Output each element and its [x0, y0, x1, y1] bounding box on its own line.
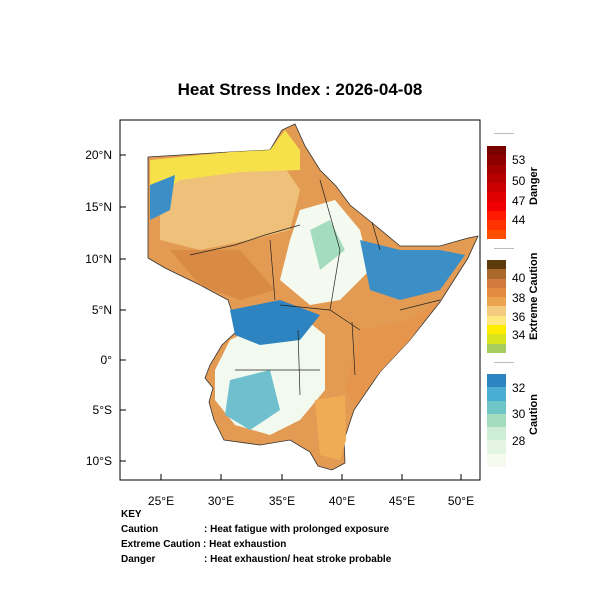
zone-light-orange: [160, 160, 300, 250]
axis-ticks: [120, 154, 462, 480]
colorbar-swatch: [487, 146, 506, 156]
colorbar-swatch: [487, 192, 506, 202]
lat-tick: 10°N: [85, 252, 112, 266]
colorbar-label: 34: [512, 328, 526, 342]
colorbar-swatch: [487, 453, 506, 467]
colorbar-label: 28: [512, 434, 526, 448]
lon-tick: 35°E: [268, 494, 296, 508]
zone-green-ethiopia: [310, 220, 345, 270]
colorbar-danger: [487, 146, 506, 239]
colorbar-swatch: [487, 211, 506, 221]
zone-darker-orange: [170, 250, 275, 300]
lon-tick: 25°E: [147, 494, 175, 508]
colorbar-swatch: [487, 183, 506, 193]
colorbar-swatch: [487, 287, 506, 298]
key-term: Danger: [121, 554, 156, 565]
colorbar-swatch: [487, 440, 506, 454]
lon-tick: 30°E: [207, 494, 235, 508]
colorbar-title-danger: Danger: [528, 167, 540, 205]
lon-tick: 45°E: [388, 494, 416, 508]
region-map: [147, 123, 479, 471]
colorbar-label: 36: [512, 310, 526, 324]
key-desc: : Heat exhaustion/ heat stroke probable: [204, 554, 392, 565]
colorbar-label: 44: [512, 213, 526, 227]
colorbar-label: 38: [512, 291, 526, 305]
colorbar-swatch: [487, 201, 506, 212]
colorbar-caution: [487, 374, 506, 467]
colorbar-swatch: [487, 297, 506, 307]
colorbar-swatch: [487, 278, 506, 288]
key-desc: : Heat exhaustion: [203, 539, 287, 550]
zone-orange-tanzania-coast: [315, 395, 346, 460]
colorbar-swatch: [487, 173, 506, 184]
colorbar-swatch: [487, 269, 506, 279]
lat-tick: 5°S: [92, 403, 112, 417]
lat-tick: 5°N: [91, 303, 112, 317]
colorbar-label: 47: [512, 194, 526, 208]
lon-tick: 40°E: [328, 494, 356, 508]
colorbar-swatch: [487, 229, 506, 239]
colorbar-extreme-caution: [487, 260, 506, 353]
key-desc: : Heat fatigue with prolonged exposure: [204, 524, 390, 535]
zone-blue-west: [230, 300, 320, 345]
lon-tick: 50°E: [447, 494, 475, 508]
map-title: Heat Stress Index : 2026-04-08: [177, 80, 423, 99]
colorbar-swatch: [487, 334, 506, 344]
legend-divider: [494, 362, 514, 363]
colorbar-swatch: [487, 260, 506, 270]
colorbar-label: 50: [512, 174, 526, 188]
zone-blue-lakes: [225, 370, 280, 430]
key-term: Caution: [121, 524, 159, 535]
lat-tick: 10°S: [85, 454, 112, 468]
colorbar-swatch: [487, 427, 506, 441]
colorbar-swatch: [487, 155, 506, 165]
colorbar-label: 32: [512, 381, 526, 395]
legend-divider: [494, 248, 514, 249]
colorbar-swatch: [487, 387, 506, 401]
colorbar-swatch: [487, 374, 506, 388]
legend-divider: [494, 133, 514, 134]
key-term: Extreme Caution: [121, 539, 201, 550]
zone-blue-ethiopia: [360, 240, 465, 300]
colorbar-label: 30: [512, 407, 526, 421]
colorbar-swatch: [487, 315, 506, 326]
colorbar-swatch: [487, 164, 506, 174]
colorbar-swatch: [487, 343, 506, 353]
lat-tick: 20°N: [85, 148, 112, 162]
colorbar-swatch: [487, 220, 506, 230]
colorbar-swatch: [487, 325, 506, 335]
colorbar-swatch: [487, 400, 506, 414]
colorbar-title-extreme-caution: Extreme Caution: [528, 252, 540, 340]
zone-blue-north: [150, 175, 175, 220]
key-heading: KEY: [121, 509, 142, 520]
lat-tick: 0°: [100, 353, 112, 367]
borders: [189, 179, 441, 396]
zone-orange-somalia: [345, 300, 440, 405]
colorbar-swatch: [487, 306, 506, 316]
colorbar-label: 53: [512, 153, 526, 167]
colorbar-label: 40: [512, 271, 526, 285]
lat-tick: 15°N: [85, 200, 112, 214]
colorbar-swatch: [487, 413, 506, 428]
zone-yellow-north: [150, 130, 300, 200]
colorbar-title-caution: Caution: [528, 394, 540, 435]
